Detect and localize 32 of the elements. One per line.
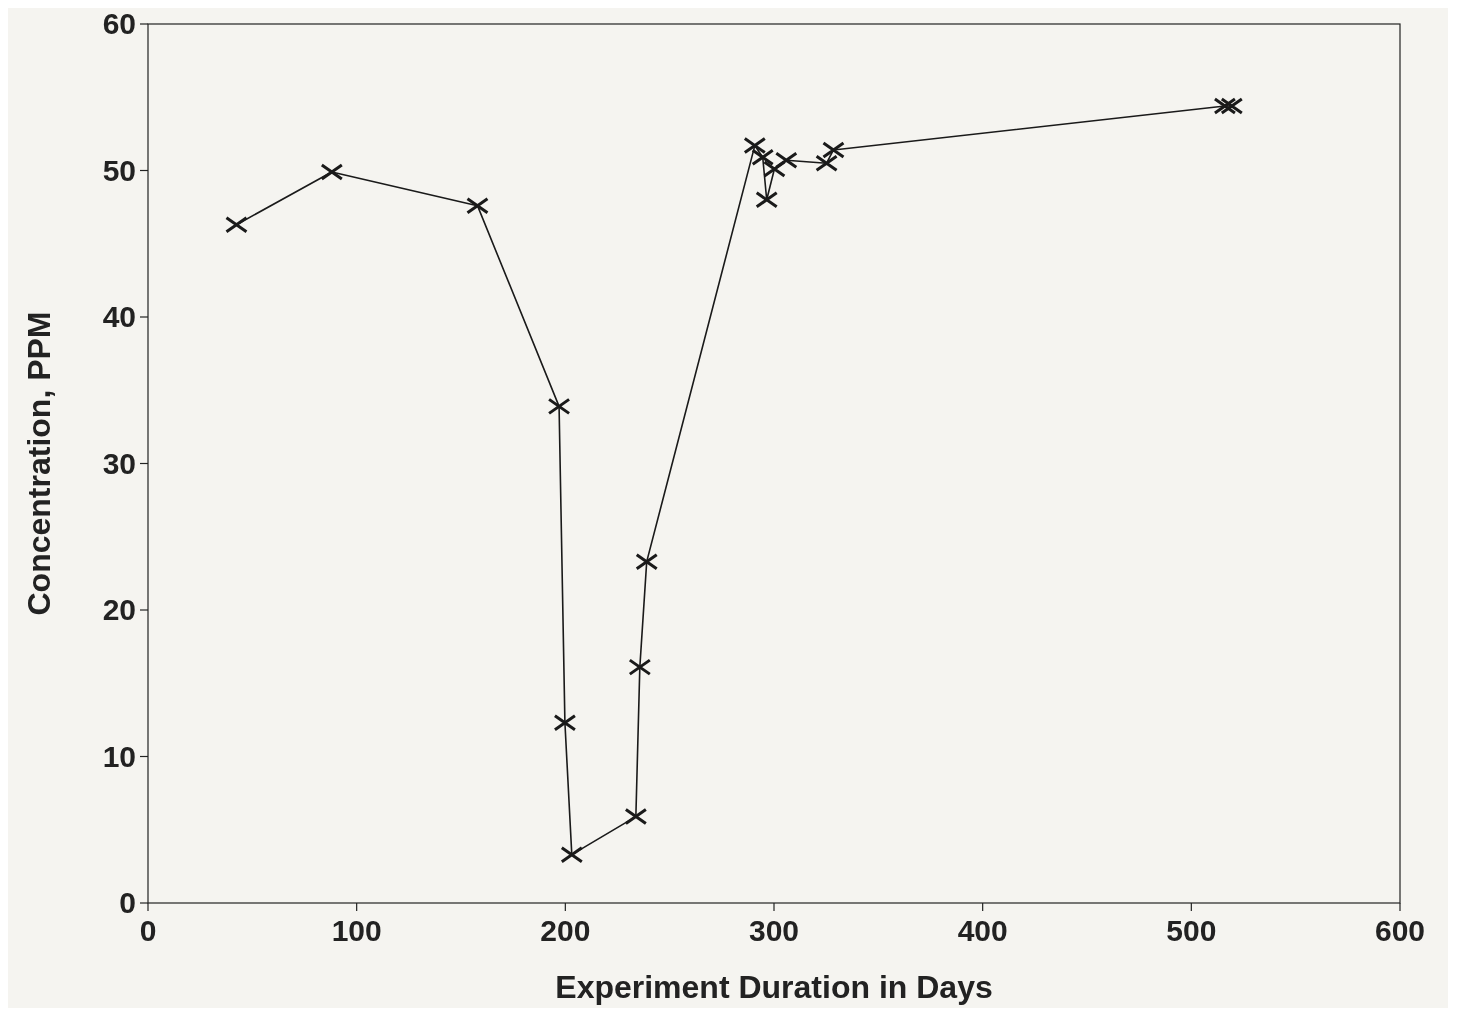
point <box>553 714 577 732</box>
x-tick-label: 200 <box>540 914 591 947</box>
x-tick-label: 100 <box>331 914 382 947</box>
x-tick-label: 400 <box>957 914 1008 947</box>
y-tick-label: 20 <box>102 593 136 626</box>
point <box>560 846 584 864</box>
x-tick-label: 0 <box>139 914 157 947</box>
x-axis-title: Experiment Duration in Days <box>555 969 993 1005</box>
point <box>821 141 845 159</box>
point <box>1220 97 1244 115</box>
x-tick-label: 500 <box>1166 914 1217 947</box>
point <box>320 163 344 181</box>
x-tick-label: 600 <box>1374 914 1426 947</box>
y-tick-label: 10 <box>102 739 136 773</box>
y-tick-label: 30 <box>102 446 136 480</box>
x-tick-label: 300 <box>748 914 800 947</box>
point <box>743 137 767 155</box>
point <box>815 154 839 172</box>
point <box>635 553 659 571</box>
y-tick-label: 60 <box>102 7 136 40</box>
point <box>755 191 779 209</box>
point <box>1213 97 1237 115</box>
y-tick-label: 0 <box>119 886 136 919</box>
point <box>465 197 489 215</box>
point <box>762 160 786 178</box>
point <box>547 397 571 415</box>
point <box>224 216 248 234</box>
point <box>628 658 652 676</box>
point <box>624 808 648 826</box>
y-tick-label: 40 <box>102 300 136 333</box>
y-axis-title: Concentration, PPM <box>21 311 57 616</box>
y-tick-label: 50 <box>102 153 136 187</box>
